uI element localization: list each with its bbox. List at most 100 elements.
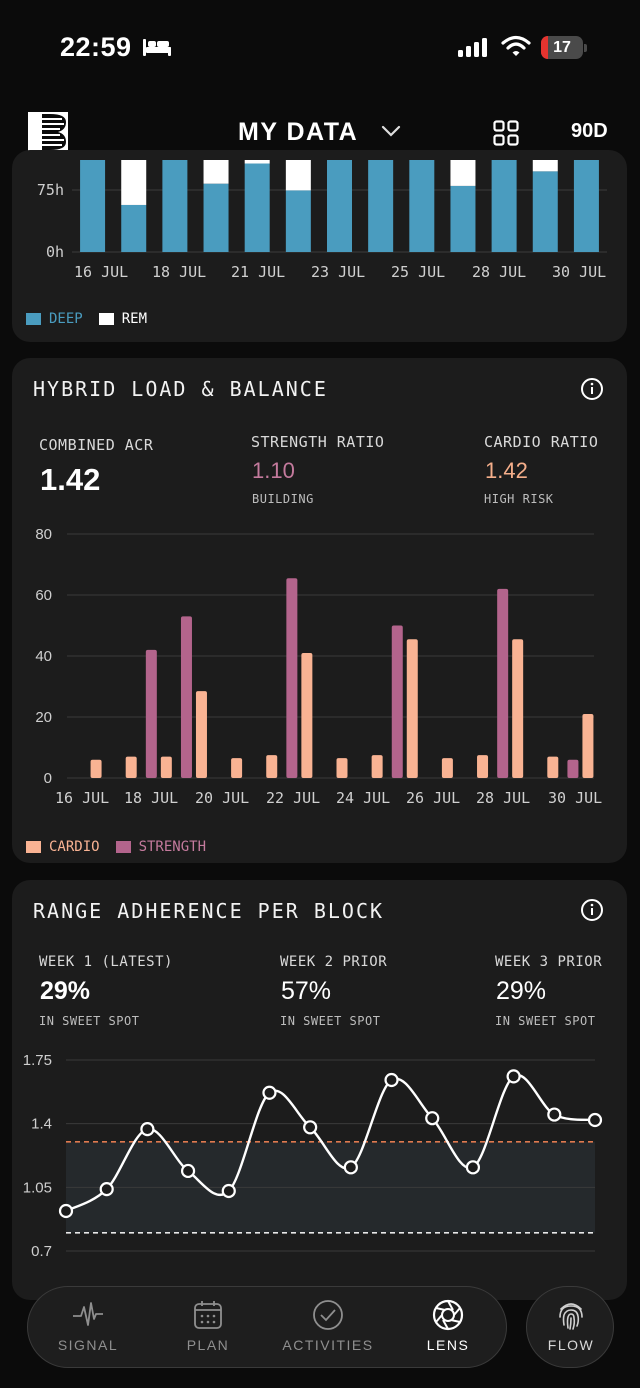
week-2-sub: IN SWEET SPOT — [280, 1014, 381, 1028]
y-tick-label: 1.75 — [23, 1052, 52, 1069]
stat-label: COMBINED ACR — [39, 436, 154, 454]
cardio-bar — [371, 755, 383, 778]
cardio-ratio-value: 1.42 — [485, 458, 528, 483]
deep-bar — [491, 160, 517, 252]
cardio-bar — [90, 759, 102, 778]
grid-view-icon[interactable] — [493, 120, 519, 146]
strength-bar — [145, 649, 157, 778]
tab-lens[interactable]: LENS — [388, 1287, 508, 1369]
battery-percent: 17 — [553, 39, 571, 56]
legend-swatch-rem — [98, 313, 114, 325]
cardio-bar — [547, 756, 559, 778]
week-2-value: 57% — [281, 977, 332, 1005]
cardio-bar — [195, 691, 207, 778]
strength-bar — [286, 578, 298, 778]
page-title[interactable]: MY DATA — [238, 118, 359, 146]
legend-label-strength: STRENGTH — [138, 839, 207, 855]
cardio-bar — [160, 756, 172, 778]
tab-activities[interactable]: ACTIVITIES — [268, 1287, 388, 1369]
y-tick-label: 0h — [46, 243, 64, 261]
aperture-icon — [432, 1299, 464, 1331]
rem-bar — [244, 160, 270, 164]
strength-bar — [567, 759, 579, 778]
legend-swatch-strength — [115, 841, 131, 853]
range-adherence-card: RANGE ADHERENCE PER BLOCK WEEK 1 (LATEST… — [12, 880, 627, 1300]
cardio-ratio-status: HIGH RISK — [484, 492, 554, 506]
deep-bar — [203, 183, 229, 252]
x-tick-label: 23 JUL — [311, 263, 365, 281]
card-title: RANGE ADHERENCE PER BLOCK — [33, 899, 385, 923]
battery-indicator: 17 — [541, 36, 587, 59]
cardio-bar — [266, 755, 278, 778]
pulse-icon — [73, 1302, 103, 1326]
check-circle-icon — [313, 1300, 343, 1330]
y-tick-label: 40 — [35, 648, 52, 665]
strength-bar — [180, 616, 192, 778]
data-point — [99, 1182, 114, 1197]
rem-bar — [450, 160, 476, 186]
range-selector-button[interactable]: 90D — [571, 120, 608, 142]
data-point — [465, 1160, 481, 1175]
cardio-bar — [582, 713, 594, 778]
rem-bar — [203, 160, 229, 184]
deep-bar — [121, 204, 147, 252]
tab-signal[interactable]: SIGNAL — [28, 1287, 148, 1369]
info-icon[interactable] — [580, 377, 604, 401]
data-point — [303, 1120, 318, 1135]
stat-label: CARDIO RATIO — [484, 433, 599, 451]
x-tick-label: 20 JUL — [195, 789, 249, 807]
deep-bar — [573, 160, 599, 252]
y-tick-label: 0 — [44, 770, 52, 787]
hybrid-load-chart: 80 60 40 20 016 JUL 18 JUL 20 JUL 22 JUL 24 JUL 2… — [35, 526, 602, 807]
cardio-bar — [301, 652, 313, 778]
chevron-down-icon[interactable] — [381, 124, 401, 138]
x-tick-label: 26 JUL — [406, 789, 460, 807]
signal-icon — [458, 38, 487, 57]
stat-label: WEEK 1 (LATEST) — [39, 954, 173, 970]
stat-label: STRENGTH RATIO — [251, 433, 385, 451]
stat-label: WEEK 3 PRIOR — [495, 954, 603, 970]
strength-bar — [391, 625, 403, 778]
combined-acr-value: 1.42 — [40, 462, 101, 497]
y-tick-label: 1.05 — [23, 1179, 52, 1196]
x-tick-label: 25 JUL — [391, 263, 445, 281]
strength-bar — [497, 588, 509, 778]
tab-plan[interactable]: PLAN — [148, 1287, 268, 1369]
stat-label: WEEK 2 PRIOR — [280, 954, 388, 970]
x-tick-label: 18 JUL — [152, 263, 206, 281]
rem-bar — [532, 160, 558, 172]
y-tick-label: 80 — [35, 526, 52, 543]
rem-bar — [285, 160, 311, 191]
x-tick-label: 21 JUL — [231, 263, 285, 281]
data-point — [180, 1163, 196, 1179]
flow-button[interactable]: FLOW — [526, 1286, 614, 1368]
week-1-value: 29% — [40, 977, 91, 1005]
info-icon[interactable] — [580, 898, 604, 922]
y-tick-label: 75h — [37, 181, 64, 199]
data-point — [587, 1112, 603, 1128]
week-3-value: 29% — [496, 977, 547, 1005]
legend-swatch-cardio — [26, 841, 41, 853]
deep-bar — [450, 185, 476, 252]
hybrid-load-card: HYBRID LOAD & BALANCE COMBINED ACR 1.42 … — [12, 358, 627, 863]
x-tick-label: 30 JUL — [552, 263, 606, 281]
x-tick-label: 16 JUL — [74, 263, 128, 281]
cardio-bar — [231, 758, 243, 778]
week-1-sub: IN SWEET SPOT — [39, 1014, 140, 1028]
cardio-bar — [477, 755, 489, 778]
data-point — [343, 1160, 358, 1175]
x-tick-label: 16 JUL — [55, 789, 109, 807]
strength-ratio-value: 1.10 — [252, 458, 295, 483]
cardio-bar — [336, 758, 348, 778]
flow-label: FLOW — [547, 1337, 595, 1353]
x-tick-label: 22 JUL — [266, 789, 320, 807]
data-point — [547, 1107, 562, 1122]
deep-bar — [80, 160, 106, 252]
status-bar: 22:59 17 — [0, 0, 640, 96]
deep-bar — [285, 190, 311, 252]
legend-label-rem: REM — [121, 311, 148, 327]
deep-bar — [244, 163, 270, 252]
data-point — [140, 1122, 155, 1137]
x-tick-label: 24 JUL — [336, 789, 390, 807]
adherence-chart: 1.75 1.4 1.05 0.7 — [23, 1052, 603, 1260]
